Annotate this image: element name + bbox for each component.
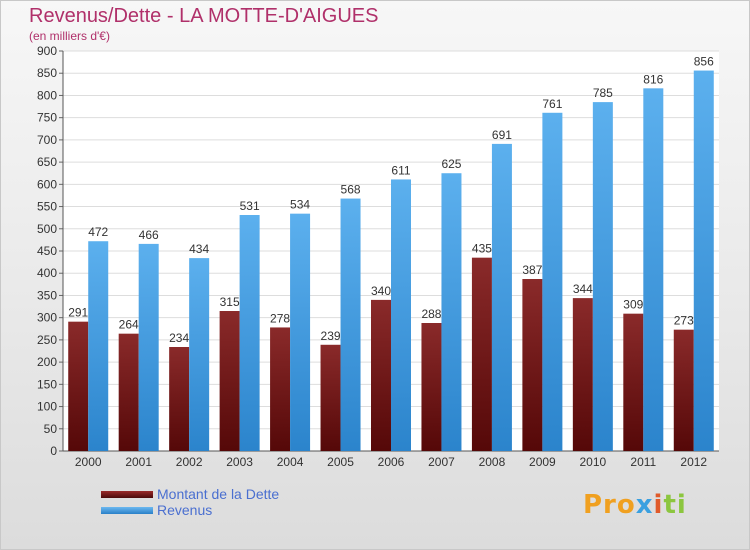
y-tick-label: 650 <box>37 155 57 169</box>
y-tick-label: 400 <box>37 266 57 280</box>
bar-dette <box>320 344 341 451</box>
bar-dette <box>270 327 291 451</box>
bar-revenus <box>693 70 714 452</box>
y-tick-label: 750 <box>37 111 57 125</box>
y-tick-label: 450 <box>37 244 57 258</box>
y-tick-label: 800 <box>37 88 57 102</box>
y-tick-label: 850 <box>37 66 57 80</box>
y-tick-label: 600 <box>37 177 57 191</box>
legend-label-revenus: Revenus <box>157 502 213 518</box>
bar-dette <box>522 279 543 451</box>
y-tick-label: 50 <box>44 422 58 436</box>
value-label-dette: 239 <box>321 329 341 343</box>
y-tick-label: 250 <box>37 333 57 347</box>
bar-dette <box>471 257 492 451</box>
bar-revenus <box>290 213 311 451</box>
value-label-dette: 273 <box>674 314 694 328</box>
value-label-dette: 315 <box>220 295 240 309</box>
bar-dette <box>623 313 644 451</box>
value-label-dette: 291 <box>68 306 88 320</box>
value-label-revenus: 534 <box>290 198 310 212</box>
value-label-revenus: 761 <box>542 97 562 111</box>
x-tick-label: 2002 <box>176 455 203 469</box>
bar-dette <box>68 321 89 451</box>
value-label-revenus: 816 <box>643 72 663 86</box>
x-tick-label: 2001 <box>125 455 152 469</box>
value-label-revenus: 691 <box>492 128 512 142</box>
bar-dette <box>421 323 442 451</box>
value-label-dette: 340 <box>371 284 391 298</box>
value-label-dette: 309 <box>623 298 643 312</box>
legend-swatch-revenus <box>101 507 153 514</box>
x-tick-label: 2011 <box>630 455 656 469</box>
proxiti-logo: Proxiti <box>583 490 687 520</box>
value-label-revenus: 611 <box>391 163 410 177</box>
x-tick-label: 2010 <box>579 455 606 469</box>
y-tick-label: 150 <box>37 377 57 391</box>
bar-dette <box>118 333 139 451</box>
bar-dette <box>572 298 593 451</box>
x-tick-label: 2005 <box>327 455 354 469</box>
value-label-revenus: 434 <box>189 242 209 256</box>
value-label-revenus: 625 <box>441 157 461 171</box>
y-tick-label: 900 <box>37 44 57 58</box>
x-tick-label: 2003 <box>226 455 253 469</box>
legend-label-dette: Montant de la Dette <box>157 486 280 502</box>
bar-dette <box>673 329 694 451</box>
value-label-dette: 387 <box>522 263 542 277</box>
x-tick-label: 2012 <box>680 455 707 469</box>
bar-revenus <box>138 243 159 451</box>
value-label-dette: 278 <box>270 311 290 325</box>
value-label-revenus: 568 <box>341 183 361 197</box>
bar-dette <box>169 347 190 451</box>
value-label-dette: 264 <box>119 318 139 332</box>
bar-revenus <box>340 198 361 451</box>
value-label-dette: 435 <box>472 242 492 256</box>
y-tick-label: 550 <box>37 200 57 214</box>
y-tick-label: 100 <box>37 400 57 414</box>
value-label-revenus: 466 <box>139 228 159 242</box>
value-label-revenus: 472 <box>88 225 108 239</box>
x-tick-label: 2000 <box>75 455 102 469</box>
bar-revenus <box>592 102 613 451</box>
value-label-dette: 288 <box>421 307 441 321</box>
bar-revenus <box>391 179 411 451</box>
value-label-dette: 344 <box>573 282 593 296</box>
x-tick-label: 2009 <box>529 455 556 469</box>
x-tick-label: 2008 <box>479 455 506 469</box>
x-tick-label: 2004 <box>277 455 304 469</box>
y-tick-label: 700 <box>37 133 57 147</box>
bar-revenus <box>542 112 563 452</box>
x-tick-label: 2007 <box>428 455 455 469</box>
y-tick-label: 350 <box>37 288 57 302</box>
y-tick-label: 500 <box>37 222 57 236</box>
bar-revenus <box>441 173 462 451</box>
bar-revenus <box>643 88 664 451</box>
value-label-revenus: 856 <box>694 55 714 69</box>
y-tick-label: 300 <box>37 311 57 325</box>
x-tick-label: 2006 <box>378 455 405 469</box>
y-tick-label: 0 <box>50 444 57 458</box>
chart-subtitle: (en milliers d'€) <box>29 29 110 43</box>
bar-revenus <box>189 258 210 451</box>
bar-dette <box>371 299 391 451</box>
value-label-revenus: 785 <box>593 86 613 100</box>
bar-dette <box>219 311 240 451</box>
value-label-dette: 234 <box>169 331 189 345</box>
legend-swatch-dette <box>101 491 153 498</box>
chart-title: Revenus/Dette - LA MOTTE-D'AIGUES <box>29 5 379 27</box>
bar-revenus <box>491 143 512 451</box>
value-label-revenus: 531 <box>240 199 260 213</box>
bar-revenus <box>88 241 109 451</box>
bar-revenus <box>239 215 260 451</box>
y-tick-label: 200 <box>37 355 57 369</box>
